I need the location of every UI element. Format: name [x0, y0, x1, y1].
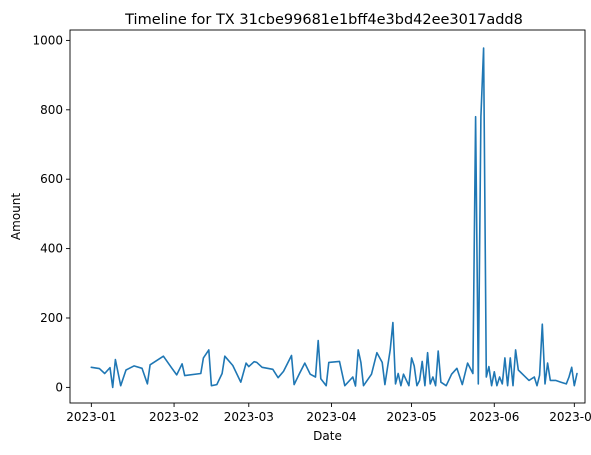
chart-title: Timeline for TX 31cbe99681e1bff4e3bd42ee… [124, 12, 523, 28]
axes-frame [69, 29, 586, 404]
series-line-amount [90, 47, 578, 389]
series-points [91, 48, 578, 388]
y-tick-label: 0 [55, 380, 63, 394]
y-tick-label: 400 [40, 242, 63, 256]
x-axis-ticks: 2023-01 2023-02 2023-03 2023-04 2023-05 2023-… [66, 403, 591, 424]
x-tick-label: 2023-06 [469, 410, 519, 424]
y-tick-label: 200 [40, 311, 63, 325]
x-tick-label: 2023-03 [224, 410, 274, 424]
plot-area [90, 47, 578, 389]
y-tick-label: 600 [40, 172, 63, 186]
x-tick-label: 2023-07 [549, 410, 591, 424]
x-tick-label: 2023-04 [306, 410, 356, 424]
y-axis-label: Amount [9, 193, 23, 240]
y-tick-label: 800 [40, 103, 63, 117]
x-tick-label: 2023-02 [149, 410, 199, 424]
x-tick-label: 2023-01 [66, 410, 116, 424]
y-axis-ticks: 0 200 400 600 800 1000 [32, 33, 70, 394]
x-tick-label: 2023-05 [386, 410, 436, 424]
y-tick-label: 1000 [32, 33, 63, 47]
x-axis-label: Date [313, 429, 342, 443]
